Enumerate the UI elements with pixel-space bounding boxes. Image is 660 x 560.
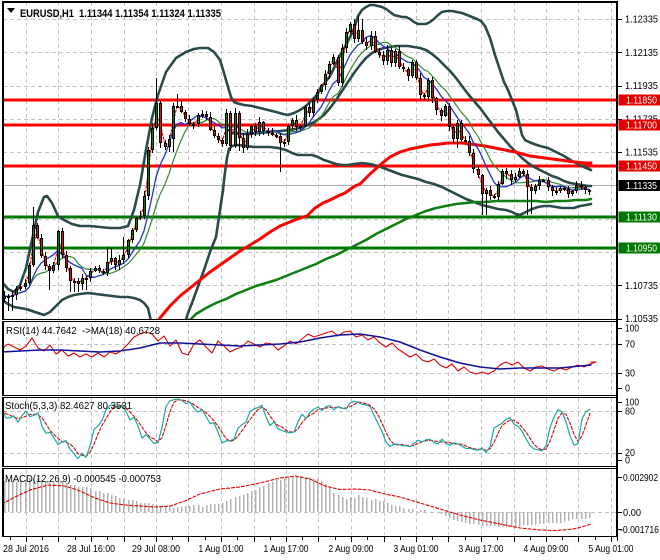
svg-text:100: 100 <box>625 397 639 409</box>
svg-text:1.11700: 1.11700 <box>626 120 657 132</box>
svg-text:EURUSD,H1: EURUSD,H1 <box>20 8 74 20</box>
svg-text:1.11335: 1.11335 <box>626 180 657 192</box>
svg-text:1.10535: 1.10535 <box>625 313 658 325</box>
svg-text:1.10735: 1.10735 <box>625 280 658 292</box>
svg-text:28 Jul 16:00: 28 Jul 16:00 <box>67 543 115 555</box>
svg-text:1.10950: 1.10950 <box>626 243 657 255</box>
svg-text:100: 100 <box>625 323 639 335</box>
svg-text:-0.001716: -0.001716 <box>620 524 659 536</box>
svg-text:3 Aug 01:00: 3 Aug 01:00 <box>394 543 439 555</box>
svg-text:1.11935: 1.11935 <box>625 80 658 92</box>
svg-text:1.12135: 1.12135 <box>625 47 658 59</box>
svg-text:70: 70 <box>625 338 635 350</box>
svg-text:3 Aug 17:00: 3 Aug 17:00 <box>459 543 504 555</box>
svg-text:RSI(14) 44.7642 ->MA(18) 40.6: RSI(14) 44.7642 ->MA(18) 40.6728 <box>6 325 160 337</box>
svg-text:0.002902: 0.002902 <box>623 472 658 484</box>
svg-text:5 Aug 01:00: 5 Aug 01:00 <box>589 543 634 555</box>
svg-text:80: 80 <box>625 405 635 417</box>
svg-text:1.11450: 1.11450 <box>626 161 657 173</box>
svg-text:1 Aug 01:00: 1 Aug 01:00 <box>199 543 244 555</box>
svg-text:1 Aug 17:00: 1 Aug 17:00 <box>264 543 309 555</box>
svg-text:30: 30 <box>625 368 635 380</box>
svg-text:1.12335: 1.12335 <box>625 14 658 26</box>
svg-text:0.00: 0.00 <box>623 507 641 519</box>
svg-text:MACD(12,26,9) -0.000545 -0.000: MACD(12,26,9) -0.000545 -0.000753 <box>5 473 161 485</box>
svg-text:20: 20 <box>625 447 635 459</box>
svg-text:0: 0 <box>625 455 630 467</box>
svg-text:2 Aug 09:00: 2 Aug 09:00 <box>329 543 374 555</box>
svg-text:1.11850: 1.11850 <box>626 95 657 107</box>
svg-text:4 Aug 09:00: 4 Aug 09:00 <box>524 543 569 555</box>
svg-text:29 Jul 08:00: 29 Jul 08:00 <box>132 543 180 555</box>
svg-text:Stoch(5,3,3) 82.4627 80.3531: Stoch(5,3,3) 82.4627 80.3531 <box>5 400 132 412</box>
svg-text:0: 0 <box>625 383 630 395</box>
svg-text:1.11344 1.11354 1.11324 1.1133: 1.11344 1.11354 1.11324 1.11335 <box>79 8 221 20</box>
svg-text:1.11535: 1.11535 <box>625 147 658 159</box>
svg-text:1.11130: 1.11130 <box>626 212 657 224</box>
svg-text:28 Jul 2016: 28 Jul 2016 <box>3 543 49 555</box>
